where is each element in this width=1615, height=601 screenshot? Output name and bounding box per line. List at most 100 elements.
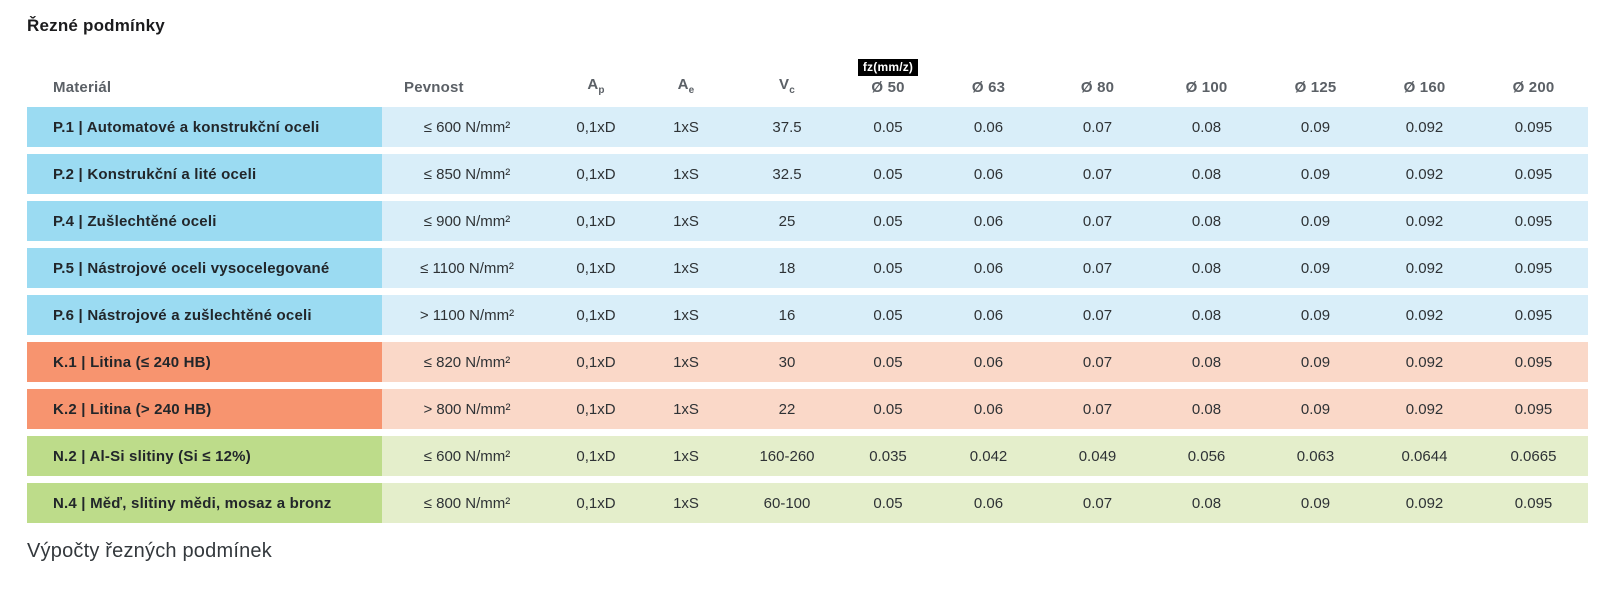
fz-cell-125: 0.063 — [1261, 436, 1370, 476]
vc-cell: 160-260 — [732, 436, 842, 476]
fz-cell-63: 0.042 — [934, 436, 1043, 476]
fz-cell-125: 0.09 — [1261, 389, 1370, 429]
pevnost-cell: ≤ 800 N/mm² — [382, 483, 552, 523]
fz-cell-80: 0.07 — [1043, 342, 1152, 382]
ap-cell: 0,1xD — [552, 483, 640, 523]
header-ap-sub: p — [598, 85, 605, 96]
fz-cell-125: 0.09 — [1261, 295, 1370, 335]
fz-cell-100: 0.08 — [1152, 295, 1261, 335]
fz-cell-125: 0.09 — [1261, 248, 1370, 288]
material-cell: P.5 | Nástrojové oceli vysocelegované — [27, 248, 382, 288]
fz-cell-63: 0.06 — [934, 295, 1043, 335]
material-cell: K.2 | Litina (> 240 HB) — [27, 389, 382, 429]
fz-cell-63: 0.06 — [934, 107, 1043, 147]
cutting-conditions-table: Materiál Pevnost Ap Ae Vc fz(mm/z) Ø 50 … — [27, 52, 1588, 530]
fz-cell-63: 0.06 — [934, 154, 1043, 194]
material-cell: P.1 | Automatové a konstrukční oceli — [27, 107, 382, 147]
pevnost-cell: ≤ 820 N/mm² — [382, 342, 552, 382]
header-diameter-80: Ø 80 — [1080, 79, 1115, 96]
fz-cell-160: 0.092 — [1370, 201, 1479, 241]
fz-cell-200: 0.095 — [1479, 248, 1588, 288]
fz-cell-50: 0.05 — [842, 107, 934, 147]
header-diameter-100: Ø 100 — [1185, 79, 1228, 96]
fz-cell-100: 0.08 — [1152, 483, 1261, 523]
fz-cell-80: 0.07 — [1043, 248, 1152, 288]
pevnost-cell: ≤ 1100 N/mm² — [382, 248, 552, 288]
fz-cell-100: 0.08 — [1152, 154, 1261, 194]
material-cell: N.2 | Al-Si slitiny (Si ≤ 12%) — [27, 436, 382, 476]
fz-cell-200: 0.095 — [1479, 295, 1588, 335]
fz-cell-50: 0.035 — [842, 436, 934, 476]
fz-cell-200: 0.0665 — [1479, 436, 1588, 476]
header-pevnost: Pevnost — [404, 79, 464, 96]
fz-cell-125: 0.09 — [1261, 483, 1370, 523]
ap-cell: 0,1xD — [552, 248, 640, 288]
header-vc-sub: c — [789, 85, 795, 96]
fz-cell-50: 0.05 — [842, 342, 934, 382]
header-diameter-50: fz(mm/z) Ø 50 — [842, 59, 934, 100]
pevnost-cell: > 1100 N/mm² — [382, 295, 552, 335]
header-ae-sub: e — [688, 85, 695, 96]
vc-cell: 60-100 — [732, 483, 842, 523]
fz-cell-50: 0.05 — [842, 483, 934, 523]
ae-cell: 1xS — [640, 201, 732, 241]
header-diameter-160: Ø 160 — [1403, 79, 1446, 96]
vc-cell: 32.5 — [732, 154, 842, 194]
header-vc: Vc — [732, 59, 842, 100]
table-row: P.4 | Zušlechtěné oceli ≤ 900 N/mm² 0,1x… — [27, 201, 1588, 241]
ae-cell: 1xS — [640, 248, 732, 288]
table-row: N.4 | Měď, slitiny mědi, mosaz a bronz ≤… — [27, 483, 1588, 523]
fz-cell-160: 0.092 — [1370, 483, 1479, 523]
fz-cell-100: 0.056 — [1152, 436, 1261, 476]
fz-cell-50: 0.05 — [842, 295, 934, 335]
fz-unit-badge: fz(mm/z) — [857, 59, 919, 76]
fz-cell-125: 0.09 — [1261, 107, 1370, 147]
header-material: Materiál — [53, 79, 112, 96]
fz-cell-160: 0.092 — [1370, 107, 1479, 147]
table-row: P.6 | Nástrojové a zušlechtěné oceli > 1… — [27, 295, 1588, 335]
ae-cell: 1xS — [640, 154, 732, 194]
fz-cell-160: 0.0644 — [1370, 436, 1479, 476]
ap-cell: 0,1xD — [552, 107, 640, 147]
fz-cell-80: 0.07 — [1043, 295, 1152, 335]
fz-cell-200: 0.095 — [1479, 201, 1588, 241]
ae-cell: 1xS — [640, 342, 732, 382]
fz-cell-80: 0.07 — [1043, 389, 1152, 429]
fz-cell-63: 0.06 — [934, 389, 1043, 429]
fz-cell-160: 0.092 — [1370, 295, 1479, 335]
header-ap-base: A — [587, 76, 599, 93]
fz-cell-80: 0.07 — [1043, 201, 1152, 241]
pevnost-cell: ≤ 600 N/mm² — [382, 107, 552, 147]
pevnost-cell: > 800 N/mm² — [382, 389, 552, 429]
table-row: N.2 | Al-Si slitiny (Si ≤ 12%) ≤ 600 N/m… — [27, 436, 1588, 476]
header-diameter-125: Ø 125 — [1294, 79, 1337, 96]
table-row: P.2 | Konstrukční a lité oceli ≤ 850 N/m… — [27, 154, 1588, 194]
fz-cell-160: 0.092 — [1370, 342, 1479, 382]
fz-cell-100: 0.08 — [1152, 107, 1261, 147]
fz-cell-80: 0.07 — [1043, 483, 1152, 523]
pevnost-cell: ≤ 600 N/mm² — [382, 436, 552, 476]
table-row: P.1 | Automatové a konstrukční oceli ≤ 6… — [27, 107, 1588, 147]
header-ap: Ap — [552, 59, 640, 100]
fz-cell-160: 0.092 — [1370, 154, 1479, 194]
fz-cell-125: 0.09 — [1261, 154, 1370, 194]
vc-cell: 22 — [732, 389, 842, 429]
fz-cell-200: 0.095 — [1479, 483, 1588, 523]
table-row: K.1 | Litina (≤ 240 HB) ≤ 820 N/mm² 0,1x… — [27, 342, 1588, 382]
ap-cell: 0,1xD — [552, 436, 640, 476]
pevnost-cell: ≤ 850 N/mm² — [382, 154, 552, 194]
fz-cell-200: 0.095 — [1479, 342, 1588, 382]
ae-cell: 1xS — [640, 483, 732, 523]
fz-cell-80: 0.07 — [1043, 107, 1152, 147]
ae-cell: 1xS — [640, 107, 732, 147]
header-diameter-50-label: Ø 50 — [871, 79, 905, 96]
header-ae-base: A — [677, 76, 689, 93]
material-cell: N.4 | Měď, slitiny mědi, mosaz a bronz — [27, 483, 382, 523]
fz-cell-50: 0.05 — [842, 201, 934, 241]
header-vc-base: V — [779, 76, 790, 93]
fz-cell-50: 0.05 — [842, 389, 934, 429]
fz-cell-63: 0.06 — [934, 201, 1043, 241]
section-heading-calculations: Výpočty řezných podmínek — [27, 540, 272, 562]
vc-cell: 37.5 — [732, 107, 842, 147]
